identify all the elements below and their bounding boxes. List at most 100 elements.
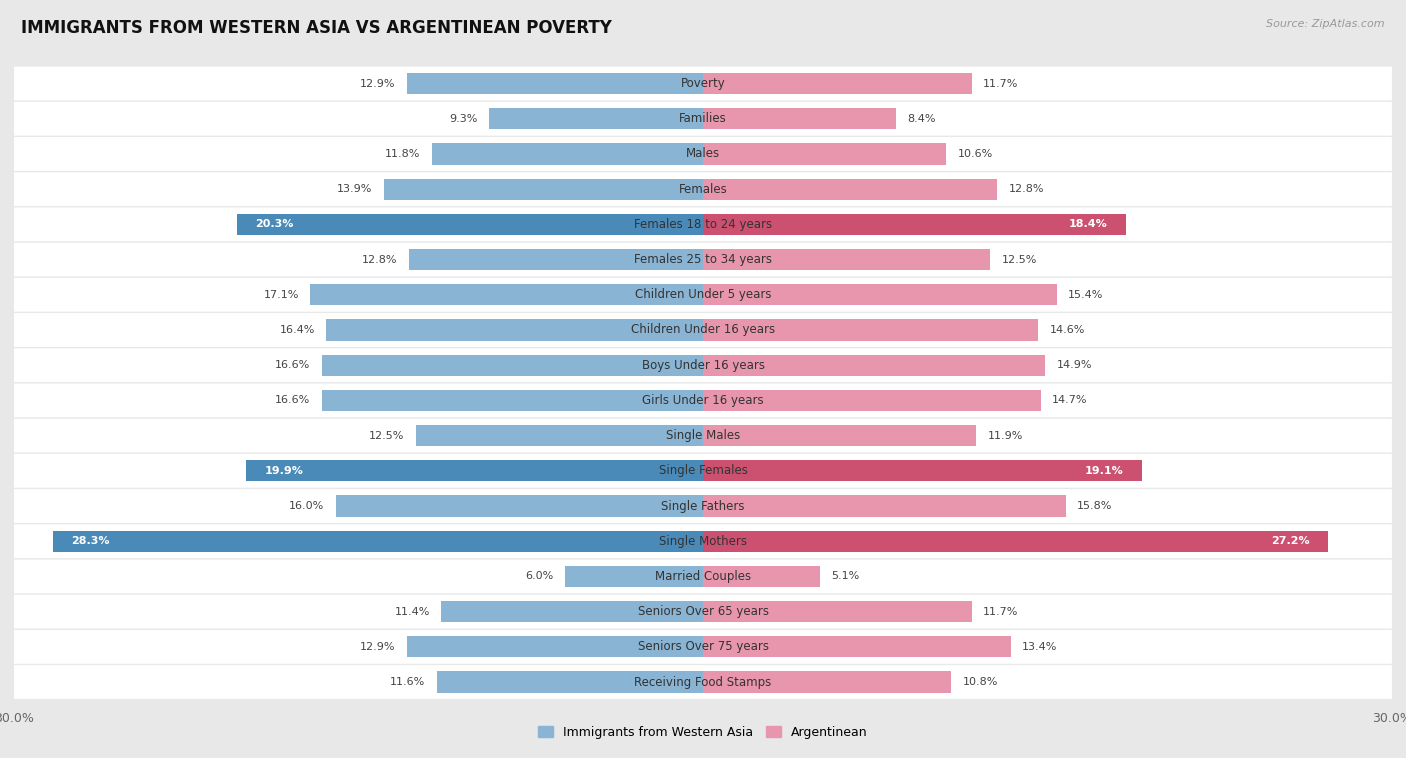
Bar	[406, 73, 703, 94]
Bar	[703, 319, 1038, 340]
Text: 12.9%: 12.9%	[360, 642, 395, 652]
Text: 20.3%: 20.3%	[256, 219, 294, 230]
FancyBboxPatch shape	[14, 525, 1392, 558]
Text: 9.3%: 9.3%	[450, 114, 478, 124]
Text: 12.5%: 12.5%	[1001, 255, 1036, 265]
Bar	[703, 672, 950, 693]
Bar	[703, 108, 896, 130]
Text: 15.4%: 15.4%	[1069, 290, 1104, 299]
Text: Seniors Over 65 years: Seniors Over 65 years	[637, 605, 769, 618]
FancyBboxPatch shape	[14, 67, 1392, 100]
Bar	[703, 566, 820, 587]
Bar	[437, 672, 703, 693]
Bar	[703, 636, 1011, 657]
Bar	[703, 143, 946, 164]
Text: 11.4%: 11.4%	[394, 606, 430, 617]
Text: 12.8%: 12.8%	[363, 255, 398, 265]
Text: 27.2%: 27.2%	[1271, 536, 1309, 547]
Text: Single Mothers: Single Mothers	[659, 534, 747, 548]
FancyBboxPatch shape	[14, 595, 1392, 628]
Bar	[322, 355, 703, 376]
Bar	[322, 390, 703, 411]
Bar	[406, 636, 703, 657]
Text: 13.9%: 13.9%	[337, 184, 373, 194]
Text: 11.9%: 11.9%	[988, 431, 1024, 440]
Text: 14.9%: 14.9%	[1057, 360, 1092, 370]
Bar	[703, 214, 1126, 235]
Text: Families: Families	[679, 112, 727, 125]
Text: 16.6%: 16.6%	[276, 360, 311, 370]
Text: 11.7%: 11.7%	[983, 606, 1018, 617]
Text: Boys Under 16 years: Boys Under 16 years	[641, 359, 765, 371]
Bar	[326, 319, 703, 340]
Text: 19.9%: 19.9%	[264, 466, 304, 476]
Text: 11.8%: 11.8%	[385, 149, 420, 159]
Text: 10.6%: 10.6%	[957, 149, 993, 159]
Bar	[703, 390, 1040, 411]
Bar	[489, 108, 703, 130]
Text: 16.6%: 16.6%	[276, 396, 311, 406]
Bar	[703, 73, 972, 94]
FancyBboxPatch shape	[14, 243, 1392, 277]
Bar	[236, 214, 703, 235]
Bar	[565, 566, 703, 587]
FancyBboxPatch shape	[14, 454, 1392, 487]
FancyBboxPatch shape	[14, 348, 1392, 382]
FancyBboxPatch shape	[14, 418, 1392, 453]
Text: Single Fathers: Single Fathers	[661, 500, 745, 512]
Text: Single Females: Single Females	[658, 465, 748, 478]
FancyBboxPatch shape	[14, 172, 1392, 206]
Text: 10.8%: 10.8%	[963, 677, 998, 687]
Text: Married Couples: Married Couples	[655, 570, 751, 583]
Bar	[441, 601, 703, 622]
Text: Receiving Food Stamps: Receiving Food Stamps	[634, 675, 772, 688]
Text: 19.1%: 19.1%	[1084, 466, 1123, 476]
Text: Girls Under 16 years: Girls Under 16 years	[643, 394, 763, 407]
Text: 14.6%: 14.6%	[1050, 325, 1085, 335]
Bar	[409, 249, 703, 270]
FancyBboxPatch shape	[14, 278, 1392, 312]
FancyBboxPatch shape	[14, 489, 1392, 523]
Text: 11.6%: 11.6%	[389, 677, 425, 687]
Bar	[703, 425, 976, 446]
FancyBboxPatch shape	[14, 384, 1392, 418]
Text: 15.8%: 15.8%	[1077, 501, 1112, 511]
Text: IMMIGRANTS FROM WESTERN ASIA VS ARGENTINEAN POVERTY: IMMIGRANTS FROM WESTERN ASIA VS ARGENTIN…	[21, 19, 612, 37]
Text: 14.7%: 14.7%	[1052, 396, 1088, 406]
Text: 6.0%: 6.0%	[526, 572, 554, 581]
Bar	[416, 425, 703, 446]
Bar	[703, 531, 1327, 552]
Text: 8.4%: 8.4%	[907, 114, 936, 124]
Text: Females: Females	[679, 183, 727, 196]
FancyBboxPatch shape	[14, 137, 1392, 171]
Bar	[336, 496, 703, 517]
Text: Seniors Over 75 years: Seniors Over 75 years	[637, 641, 769, 653]
FancyBboxPatch shape	[14, 102, 1392, 136]
Text: 12.8%: 12.8%	[1008, 184, 1043, 194]
Text: 16.4%: 16.4%	[280, 325, 315, 335]
Text: 18.4%: 18.4%	[1069, 219, 1107, 230]
Text: 12.5%: 12.5%	[370, 431, 405, 440]
Bar	[703, 179, 997, 199]
Text: 28.3%: 28.3%	[72, 536, 110, 547]
FancyBboxPatch shape	[14, 208, 1392, 241]
FancyBboxPatch shape	[14, 313, 1392, 347]
Bar	[703, 284, 1057, 305]
Text: Children Under 5 years: Children Under 5 years	[634, 288, 772, 301]
Bar	[703, 249, 990, 270]
Bar	[703, 355, 1045, 376]
Bar	[53, 531, 703, 552]
FancyBboxPatch shape	[14, 666, 1392, 699]
Text: Males: Males	[686, 148, 720, 161]
Text: Children Under 16 years: Children Under 16 years	[631, 324, 775, 337]
Legend: Immigrants from Western Asia, Argentinean: Immigrants from Western Asia, Argentinea…	[533, 721, 873, 744]
Bar	[703, 460, 1142, 481]
Text: 12.9%: 12.9%	[360, 79, 395, 89]
Text: Females 25 to 34 years: Females 25 to 34 years	[634, 253, 772, 266]
Text: 5.1%: 5.1%	[831, 572, 860, 581]
Bar	[384, 179, 703, 199]
Bar	[432, 143, 703, 164]
Text: 13.4%: 13.4%	[1022, 642, 1057, 652]
Text: 17.1%: 17.1%	[263, 290, 299, 299]
Text: Females 18 to 24 years: Females 18 to 24 years	[634, 218, 772, 231]
